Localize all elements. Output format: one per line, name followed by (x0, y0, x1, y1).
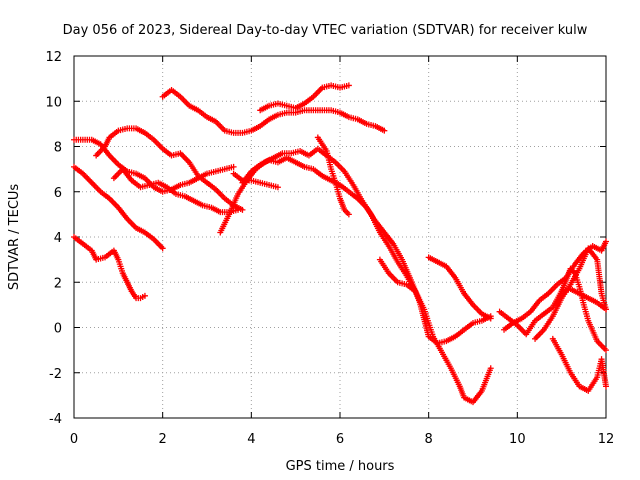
x-tick-label: 12 (598, 432, 615, 447)
chart-title: Day 056 of 2023, Sidereal Day-to-day VTE… (63, 23, 588, 38)
y-tick-label: 10 (45, 95, 62, 110)
y-tick-label: 4 (54, 231, 62, 246)
series-arc5 (110, 166, 242, 216)
series-arc11 (314, 134, 352, 218)
x-tick-label: 0 (70, 432, 78, 447)
data-point-markers (257, 82, 352, 114)
y-tick-label: 0 (54, 322, 62, 337)
data-point-markers (93, 125, 246, 213)
x-tick-label: 6 (336, 432, 344, 447)
data-point-markers (71, 163, 166, 252)
data-markers (71, 82, 609, 406)
data-point-markers (71, 234, 148, 302)
series-arc6 (159, 86, 388, 136)
y-tick-label: 2 (54, 276, 62, 291)
data-point-markers (376, 256, 419, 295)
series-arc4 (93, 125, 246, 213)
series-arc1 (71, 234, 148, 302)
ticks: 0 2 4 6 8 10 12 -4 -2 0 2 4 6 8 10 12 (45, 50, 614, 447)
y-tick-label: 12 (45, 50, 62, 65)
series-arc18 (554, 286, 609, 313)
series-arc10 (230, 170, 281, 191)
y-tick-label: -4 (49, 412, 62, 427)
data-point-markers (314, 134, 352, 218)
series-arc13 (425, 254, 494, 322)
x-tick-label: 8 (425, 432, 433, 447)
x-tick-label: 10 (509, 432, 526, 447)
series-arc12 (376, 256, 419, 295)
y-tick-label: 6 (54, 186, 62, 201)
y-axis-label: SDTVAR / TECUs (7, 184, 22, 291)
series-arc7 (257, 82, 352, 114)
y-tick-label: 8 (54, 141, 62, 156)
series-arc9 (239, 154, 494, 347)
data-point-markers (110, 166, 242, 216)
series-arc16 (549, 335, 609, 394)
data-point-markers (425, 254, 494, 322)
x-tick-label: 4 (247, 432, 255, 447)
x-axis-label: GPS time / hours (286, 459, 395, 474)
data-point-markers (159, 86, 388, 136)
data-point-markers (549, 335, 609, 394)
y-tick-label: -2 (49, 367, 62, 382)
data-point-markers (554, 286, 609, 313)
x-tick-label: 2 (159, 432, 167, 447)
data-point-markers (230, 170, 281, 191)
data-point-markers (239, 154, 494, 347)
series-arc2 (71, 163, 166, 252)
